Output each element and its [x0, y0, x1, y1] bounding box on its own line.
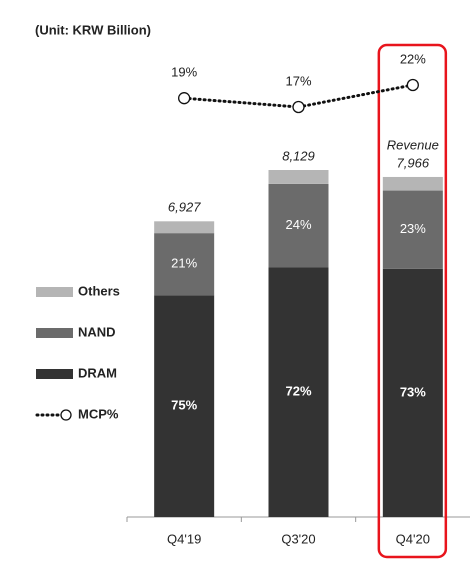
mcp-marker	[406, 78, 419, 92]
total-label: 7,966	[397, 155, 430, 170]
data-label: 21%	[171, 256, 197, 271]
data-label: 24%	[285, 217, 311, 232]
bar-segment	[268, 170, 329, 184]
total-label: 8,129	[282, 148, 315, 163]
legend-label: NAND	[78, 324, 116, 339]
legend-label: Others	[78, 283, 120, 298]
total-label: 6,927	[168, 200, 201, 215]
bar-segment	[382, 190, 443, 269]
legend-label: DRAM	[78, 365, 117, 380]
mcp-label: 19%	[171, 65, 197, 80]
mcp-marker	[292, 100, 305, 114]
legend-label: MCP%	[78, 406, 119, 421]
x-tick-label: Q4'20	[396, 531, 430, 546]
bar-segment	[268, 267, 329, 517]
legend-swatch	[36, 328, 73, 338]
stacked-bar	[268, 170, 329, 517]
mcp-marker	[178, 92, 191, 105]
x-tick-label: Q4'19	[167, 531, 201, 546]
mcp-label: 22%	[400, 51, 426, 66]
bar-segment	[154, 233, 215, 296]
total-name: Revenue	[387, 137, 439, 152]
legend-marker	[60, 409, 72, 421]
data-label: 23%	[400, 221, 426, 236]
x-tick-label: Q3'20	[281, 531, 315, 546]
bar-segment	[382, 176, 443, 191]
bar-segment	[382, 268, 443, 517]
data-label: 73%	[400, 384, 426, 399]
mcp-label: 17%	[285, 73, 311, 88]
bar-segment	[154, 221, 215, 234]
chart-subtitle: (Unit: KRW Billion)	[35, 22, 151, 37]
legend-swatch	[36, 287, 73, 297]
bar-segment	[154, 295, 215, 517]
stacked-bar	[154, 221, 215, 517]
bar-segment	[268, 183, 329, 268]
legend-swatch	[36, 369, 73, 379]
data-label: 75%	[171, 398, 197, 413]
stacked-bar	[382, 176, 443, 517]
highlight-box	[377, 43, 448, 559]
data-label: 72%	[285, 384, 311, 399]
